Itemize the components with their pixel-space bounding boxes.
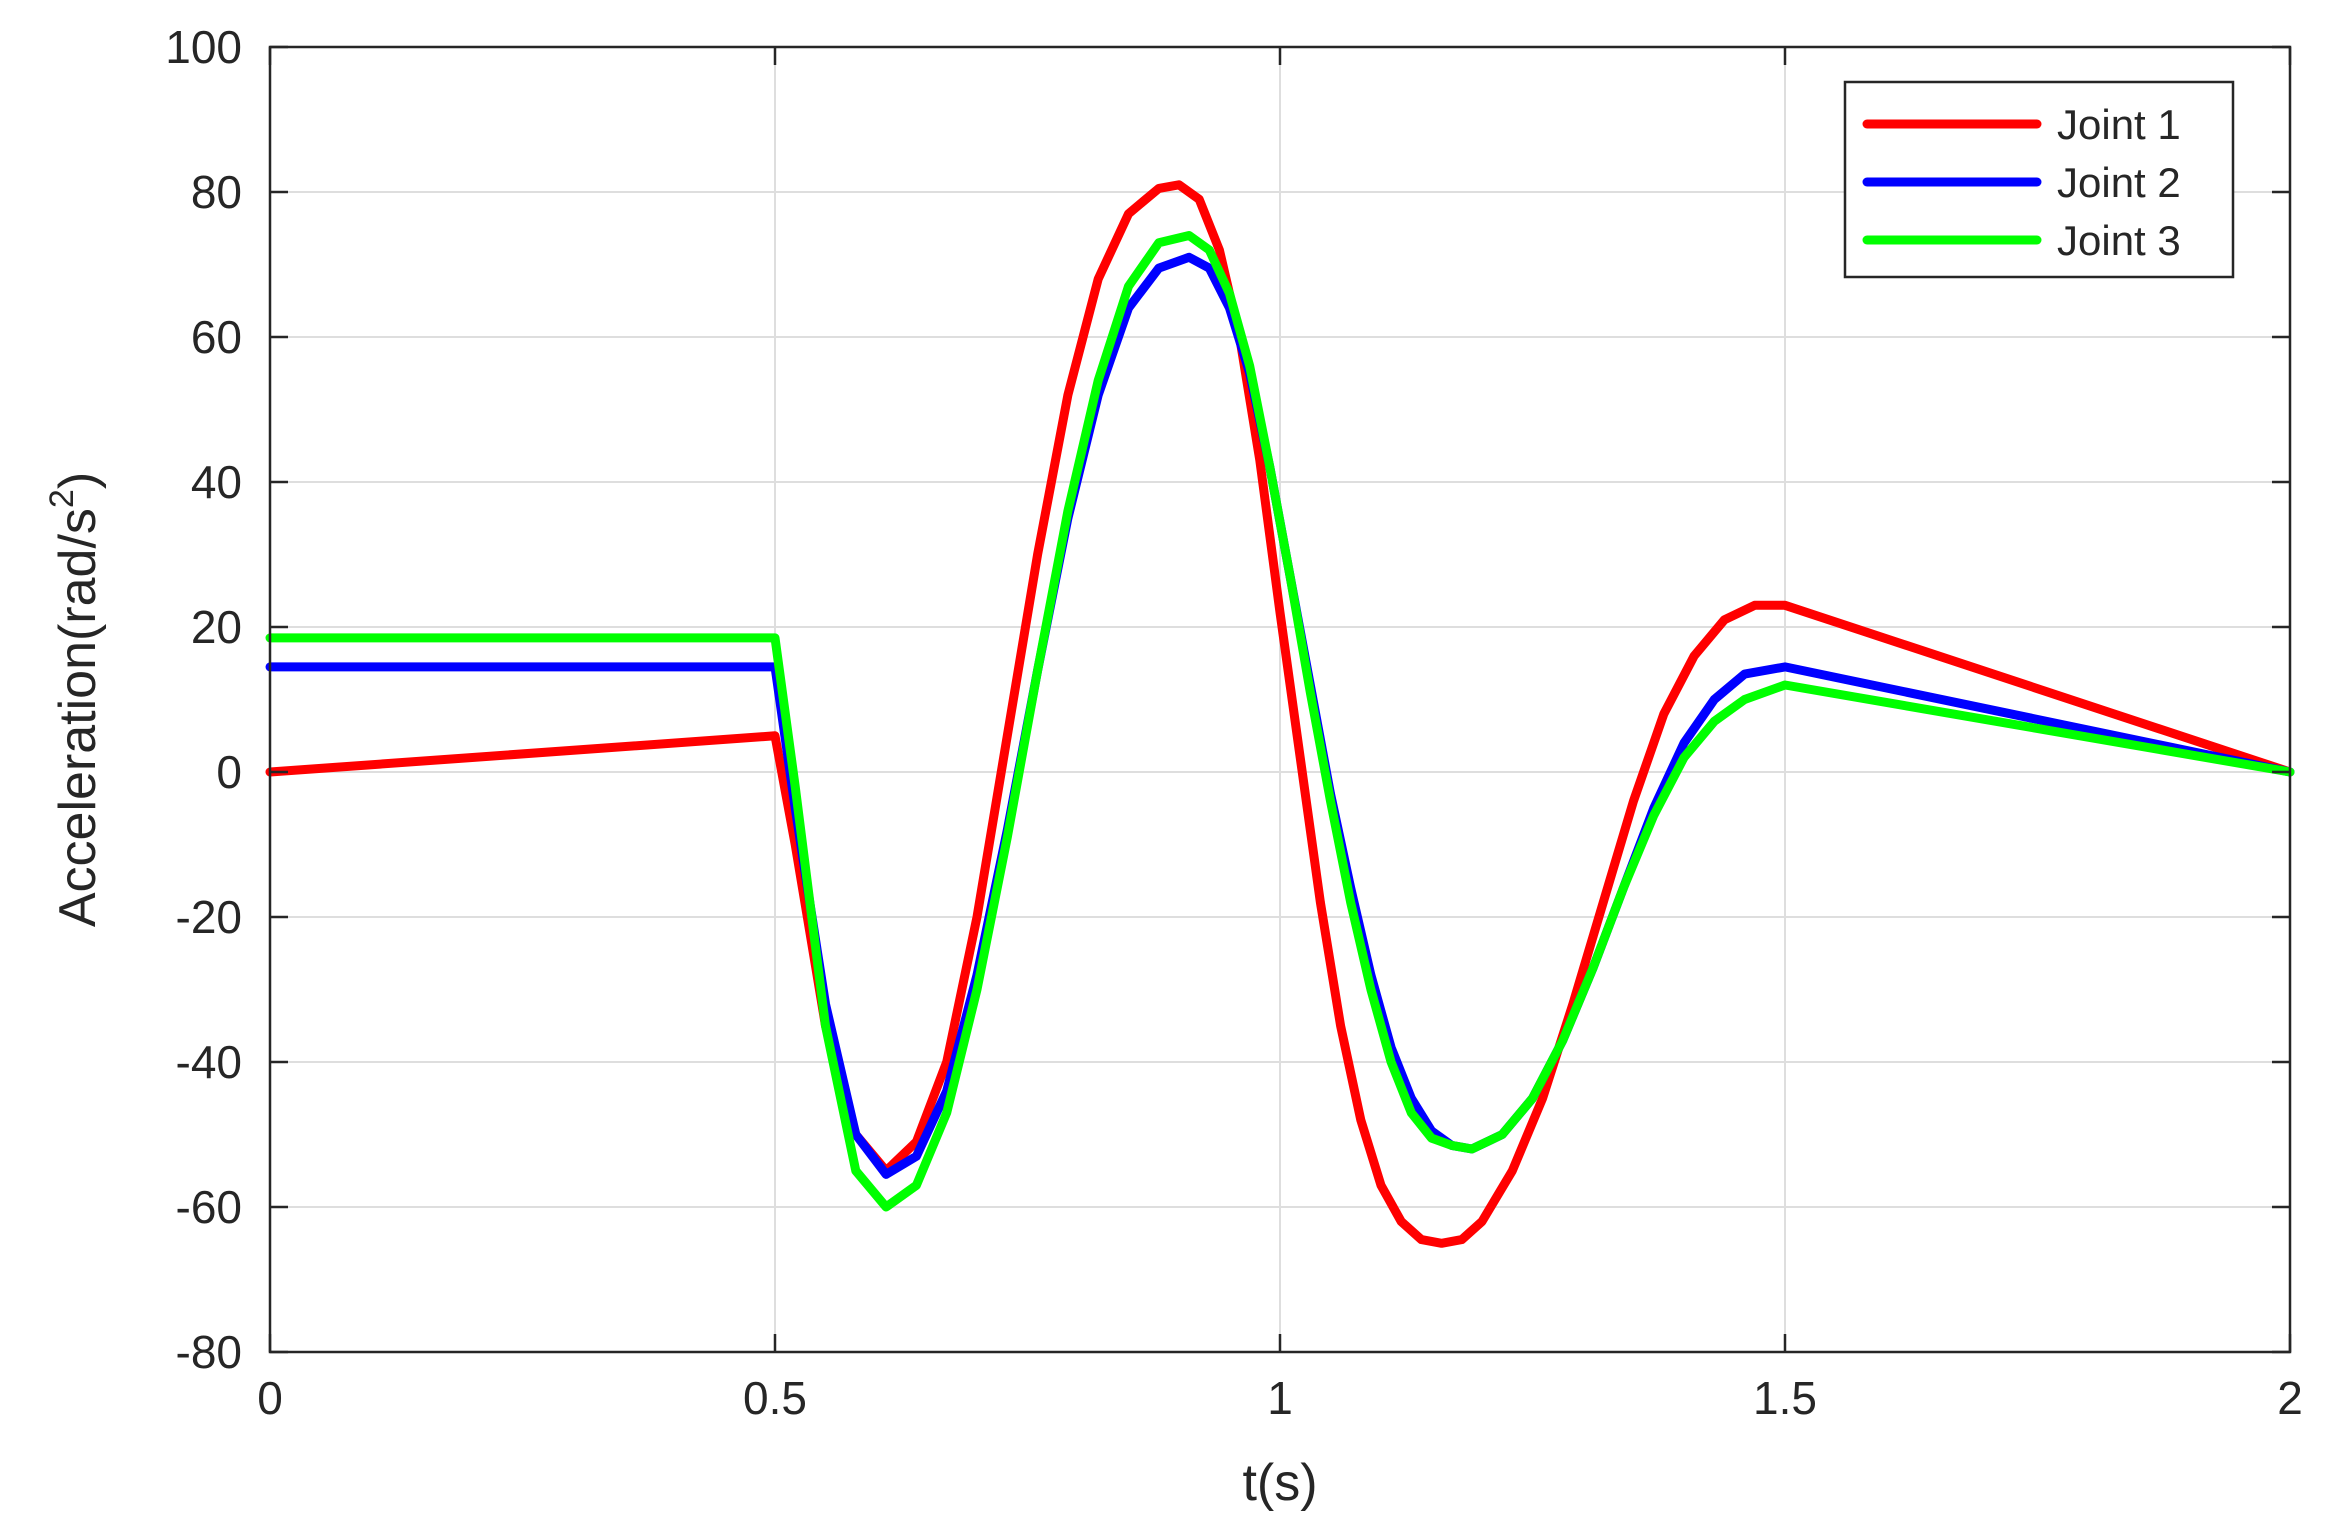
y-tick-label-9: 100	[165, 21, 242, 73]
y-tick-label-7: 60	[191, 311, 242, 363]
x-tick-label-4: 2	[2277, 1372, 2303, 1424]
series-line-joint-1	[265, 180, 2295, 1248]
legend-label-joint-1: Joint 1	[2057, 101, 2181, 148]
legend-label-joint-2: Joint 2	[2057, 159, 2181, 206]
y-axis-label: Acceleration(rad/s2)	[43, 472, 107, 927]
y-tick-label-0: -80	[176, 1326, 242, 1378]
legend: Joint 1 Joint 2 Joint 3	[1843, 80, 2235, 279]
y-tick-label-5: 20	[191, 601, 242, 653]
y-tick-label-3: -20	[176, 891, 242, 943]
x-tick-label-1: 0.5	[743, 1372, 807, 1424]
axis-ticks	[268, 45, 2292, 1354]
y-axis-label-main: Acceleration(rad/s	[49, 508, 107, 927]
series-layer	[265, 180, 2295, 1248]
y-axis-label-suffix: )	[49, 472, 107, 489]
y-tick-label-4: 0	[216, 746, 242, 798]
series-line-joint-3	[265, 231, 2295, 1212]
legend-label-joint-3: Joint 3	[2057, 217, 2181, 264]
y-axis-label-superscript: 2	[43, 489, 81, 508]
y-tick-label-6: 40	[191, 456, 242, 508]
x-axis-label: t(s)	[1242, 1454, 1317, 1512]
x-tick-label-3: 1.5	[1753, 1372, 1817, 1424]
y-tick-label-2: -40	[176, 1036, 242, 1088]
x-tick-label-0: 0	[257, 1372, 283, 1424]
x-tick-label-2: 1	[1267, 1372, 1293, 1424]
tick-labels: 0 0.5 1 1.5 2 -80 -60 -40 -20 0 20 40 60 80 100	[165, 21, 2303, 1424]
y-tick-label-8: 80	[191, 166, 242, 218]
y-tick-label-1: -60	[176, 1181, 242, 1233]
